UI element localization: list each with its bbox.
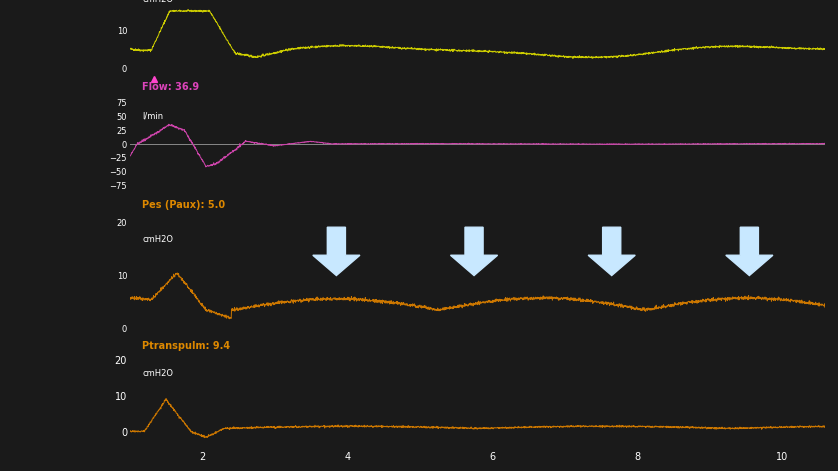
FancyArrow shape (588, 227, 635, 276)
Text: Pes (Paux): 5.0: Pes (Paux): 5.0 (142, 200, 225, 210)
Text: cmH2O: cmH2O (142, 235, 173, 244)
Text: l/min: l/min (142, 111, 163, 120)
FancyArrow shape (726, 227, 773, 276)
Text: Flow: 36.9: Flow: 36.9 (142, 82, 199, 92)
Text: cmH2O: cmH2O (142, 0, 173, 4)
Text: cmH2O: cmH2O (142, 369, 173, 378)
FancyArrow shape (451, 227, 498, 276)
FancyArrow shape (313, 227, 360, 276)
Text: Ptranspulm: 9.4: Ptranspulm: 9.4 (142, 341, 230, 351)
